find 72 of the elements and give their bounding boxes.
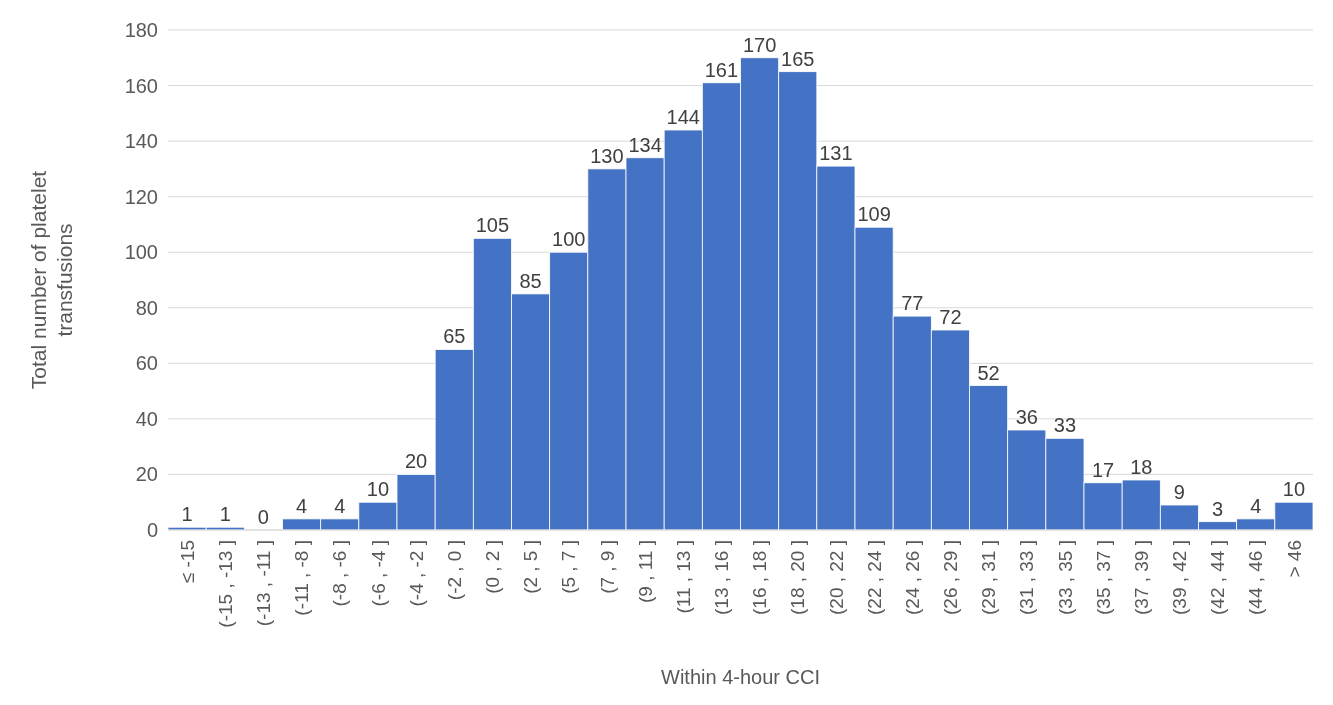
x-tick-label: (29 , 31 ] [978,540,1000,615]
y-tick-label: 0 [146,519,158,541]
data-label: 3 [1212,497,1224,520]
data-label: 52 [977,361,1000,384]
data-label: 130 [590,144,624,167]
y-tick-label: 60 [135,352,158,375]
data-label: 109 [857,203,891,226]
x-tick-label: (5 , 7 ] [558,540,580,594]
data-label: 4 [296,494,308,517]
data-label: 144 [666,106,700,128]
data-label: 20 [404,450,428,473]
y-axis-title: Total number of platelet transfusions [26,170,77,390]
y-tick-label: 160 [124,74,158,97]
x-tick-label: (-4 , -2 ] [405,540,427,607]
x-tick-label: > 46 [1283,540,1305,578]
x-tick-label: ≤ -15 [176,540,198,584]
x-tick-label: (44 , 46 ] [1245,540,1267,615]
y-tick-label: 180 [124,19,158,41]
data-label: 134 [628,133,662,156]
x-tick-label: (24 , 26 ] [901,540,923,615]
y-tick-label: 120 [124,185,158,208]
x-tick-label: (26 , 29 ] [940,540,962,615]
data-label: 1 [219,503,231,526]
x-tick-label: (0 , 2 ] [482,540,504,594]
data-label: 161 [704,58,739,81]
x-tick-label: (18 , 20 ] [787,540,809,615]
data-label: 4 [334,494,346,517]
x-tick-label: (11 , 13 ] [672,540,694,614]
x-tick-label: (-2 , 0 ] [443,540,465,601]
x-tick-label: (7 , 9 ] [596,540,618,594]
x-tick-label: (31 , 33 ] [1016,540,1038,615]
data-label: 36 [1015,406,1038,428]
data-label: 105 [475,214,510,237]
data-label: 65 [443,325,466,348]
data-label: 17 [1091,458,1115,481]
x-tick-label: (16 , 18 ] [749,540,771,615]
data-label: 0 [257,506,269,528]
x-tick-label: (9 , 11 ] [634,540,656,604]
data-label: 72 [939,306,962,328]
x-tick-label: (33 , 35 ] [1054,540,1076,615]
x-tick-label: (-13 , -11 ] [253,540,275,627]
x-tick-label: (-11 , -8 ] [291,540,313,616]
y-tick-label: 100 [124,241,158,264]
y-tick-label: 20 [135,463,158,486]
x-tick-label: (-6 , -4 ] [367,540,389,607]
x-tick-label: (35 , 37 ] [1092,540,1114,615]
data-label: 165 [781,47,815,70]
data-label: 100 [552,228,586,251]
data-label: 77 [901,292,924,315]
x-tick-label: (-15 , -13 ] [214,540,236,628]
x-tick-label: (22 , 24 ] [863,540,885,615]
data-label: 9 [1173,481,1185,503]
data-label: 1 [181,503,193,526]
data-label: 33 [1053,414,1077,437]
data-label: 18 [1130,456,1153,478]
y-tick-label: 40 [135,407,158,430]
data-label: 10 [366,478,390,501]
x-tick-label: (20 , 22 ] [825,540,847,615]
y-tick-label: 80 [135,296,158,319]
x-axis-title: Within 4-hour CCI [661,666,820,688]
y-tick-label: 140 [124,130,158,153]
data-label: 4 [1250,494,1262,517]
x-tick-label: (-8 , -6 ] [329,540,351,607]
data-label: 131 [819,142,853,165]
data-label: 170 [742,33,777,56]
x-tick-label: (13 , 16 ] [711,540,733,615]
x-tick-label: (42 , 44 ] [1207,540,1229,615]
data-label: 85 [519,269,542,292]
x-tick-label: (2 , 5 ] [520,540,542,594]
x-tick-label: (37 , 39 ] [1130,540,1152,615]
x-tick-label: (39 , 42 ] [1169,540,1191,615]
data-label: 10 [1282,478,1306,501]
